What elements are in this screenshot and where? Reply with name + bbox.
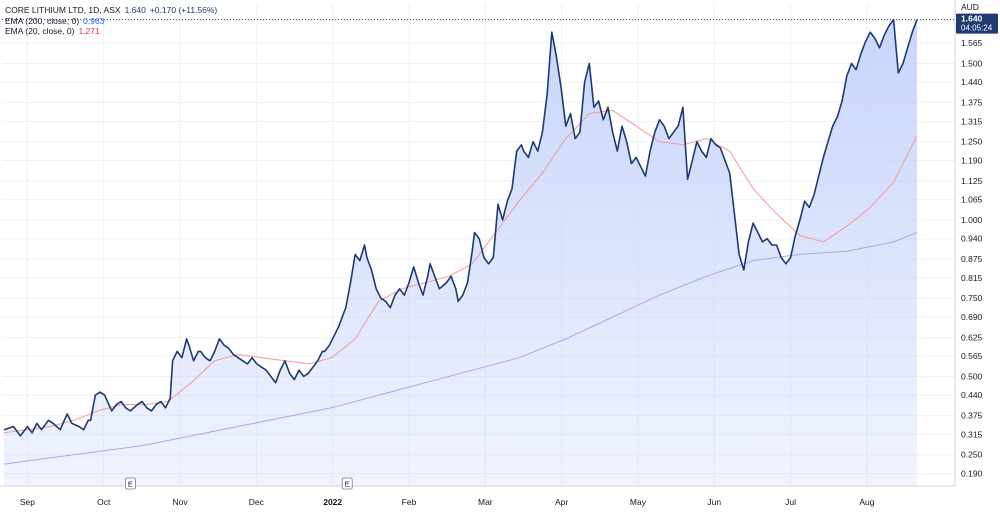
x-tick-label: May — [630, 497, 647, 507]
chart-legend: CORE LITHIUM LTD, 1D, ASX 1.640 +0.170 (… — [5, 5, 217, 37]
y-tick-label: 1.125 — [961, 176, 983, 186]
price-area-fill — [4, 19, 917, 486]
x-tick-label: Feb — [402, 497, 417, 507]
y-tick-label: 0.940 — [961, 234, 983, 244]
last-price-tag: 1.640 04:05:24 — [956, 13, 998, 34]
legend-change: +0.170 (+11.56%) — [149, 5, 218, 15]
series-lines — [3, 18, 918, 465]
y-tick-label: 1.500 — [961, 58, 983, 68]
last-price-tag-value: 1.640 — [961, 14, 983, 24]
y-tick-label: 1.065 — [961, 195, 983, 205]
y-tick-label: 0.625 — [961, 332, 983, 342]
price-line — [3, 18, 918, 437]
legend-last-price: 1.640 — [124, 5, 146, 15]
time-axis[interactable]: Sep Oct Nov Dec 2022 Feb Mar Apr May Jun Jul Aug — [20, 497, 875, 507]
y-tick-label: 0.250 — [961, 450, 983, 460]
x-tick-label: Aug — [859, 497, 874, 507]
legend-ema200-label: EMA (200, close, 0) — [5, 15, 80, 26]
x-tick-label: Sep — [20, 497, 35, 507]
earnings-marker[interactable]: E — [125, 477, 136, 490]
legend-symbol-row[interactable]: CORE LITHIUM LTD, 1D, ASX 1.640 +0.170 (… — [5, 5, 217, 16]
earnings-marker-label: E — [128, 480, 133, 489]
y-tick-label: 0.565 — [961, 351, 983, 361]
legend-ema200-row[interactable]: EMA (200, close, 0) 0.963 — [5, 16, 217, 27]
x-tick-label: Dec — [249, 497, 265, 507]
x-tick-label: Apr — [555, 497, 568, 507]
x-tick-label: Jun — [707, 497, 721, 507]
y-tick-label: 1.375 — [961, 98, 983, 108]
y-tick-label: 1.190 — [961, 155, 983, 165]
y-tick-label: 0.750 — [961, 293, 983, 303]
y-tick-label: 0.440 — [961, 390, 983, 400]
y-tick-label: 0.315 — [961, 429, 983, 439]
y-tick-label: 0.190 — [961, 468, 983, 478]
y-tick-label: 1.250 — [961, 137, 983, 147]
x-tick-label: Mar — [478, 497, 493, 507]
y-tick-label: 0.875 — [961, 254, 983, 264]
y-tick-label: 0.690 — [961, 312, 983, 322]
y-tick-label: 0.815 — [961, 273, 983, 283]
y-tick-label: 1.565 — [961, 38, 983, 48]
ema20-line — [3, 109, 918, 434]
last-price-tag-time: 04:05:24 — [961, 24, 993, 33]
earnings-marker[interactable]: E — [341, 477, 353, 490]
x-tick-label: Oct — [97, 497, 111, 507]
earnings-marker-label: E — [345, 480, 350, 489]
currency-label: AUD — [961, 2, 979, 12]
legend-ema20-label: EMA (20, close, 0) — [5, 26, 75, 36]
y-tick-label: 1.000 — [961, 215, 983, 225]
x-tick-label: 2022 — [323, 497, 342, 507]
price-axis[interactable]: 1.565 1.500 1.440 1.375 1.315 1.250 1.190 1.125… — [961, 38, 983, 478]
y-tick-label: 1.315 — [961, 116, 983, 126]
y-tick-label: 1.440 — [961, 77, 983, 87]
legend-symbol: CORE LITHIUM LTD, 1D, ASX — [5, 5, 121, 15]
ema200-line — [3, 232, 918, 465]
legend-ema20-row[interactable]: EMA (20, close, 0) 1.271 — [5, 26, 217, 37]
last-price-tag-box — [956, 13, 998, 34]
x-tick-label: Nov — [172, 497, 188, 507]
y-tick-label: 0.375 — [961, 411, 983, 421]
x-tick-label: Jul — [785, 497, 796, 507]
legend-ema200-value: 0.963 — [83, 15, 105, 26]
legend-ema20-value: 1.271 — [78, 26, 100, 36]
y-tick-label: 0.500 — [961, 371, 983, 381]
